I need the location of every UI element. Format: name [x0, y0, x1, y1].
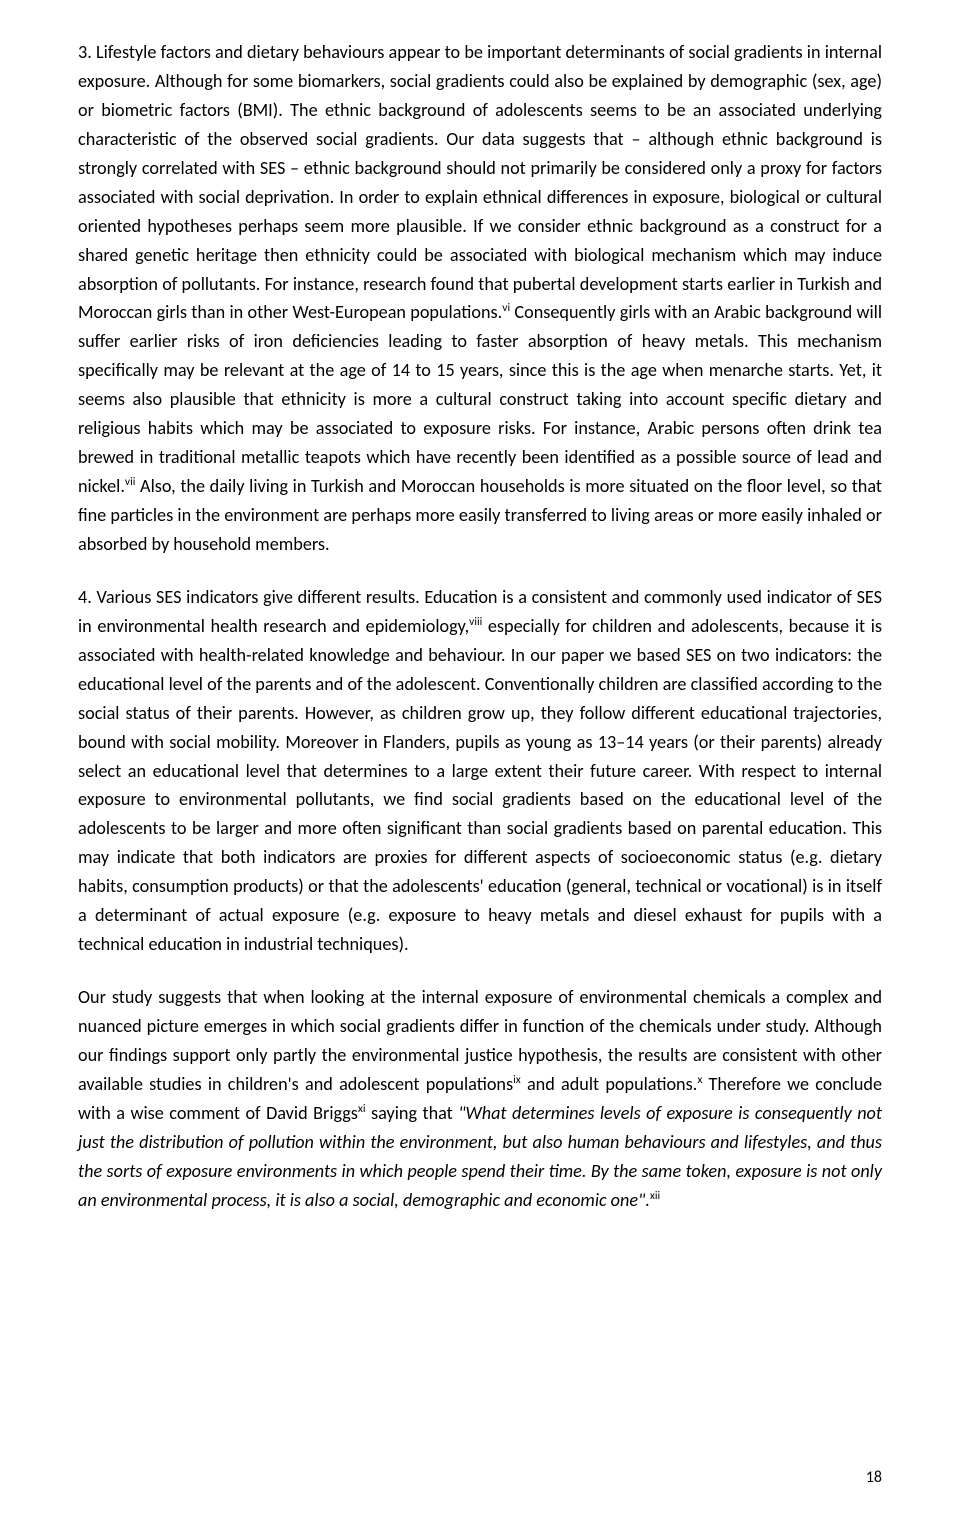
footnote-ref: x — [697, 1073, 702, 1087]
paragraph-3: 3. Lifestyle factors and dietary behavio… — [78, 38, 882, 559]
paragraph-conclusion: Our study suggests that when looking at … — [78, 983, 882, 1215]
footnote-ref: xi — [358, 1102, 366, 1116]
footnote-ref: vi — [502, 301, 510, 315]
footnote-ref: viii — [469, 615, 482, 629]
footnote-ref: xii — [650, 1189, 660, 1203]
paragraph-4: 4. Various SES indicators give different… — [78, 583, 882, 959]
footnote-ref: ix — [513, 1073, 521, 1087]
page-number: 18 — [866, 1468, 882, 1487]
italic-quote: "What determines levels of exposure is c… — [78, 1102, 882, 1211]
document-page: 3. Lifestyle factors and dietary behavio… — [0, 0, 960, 1515]
footnote-ref: vii — [125, 475, 135, 489]
